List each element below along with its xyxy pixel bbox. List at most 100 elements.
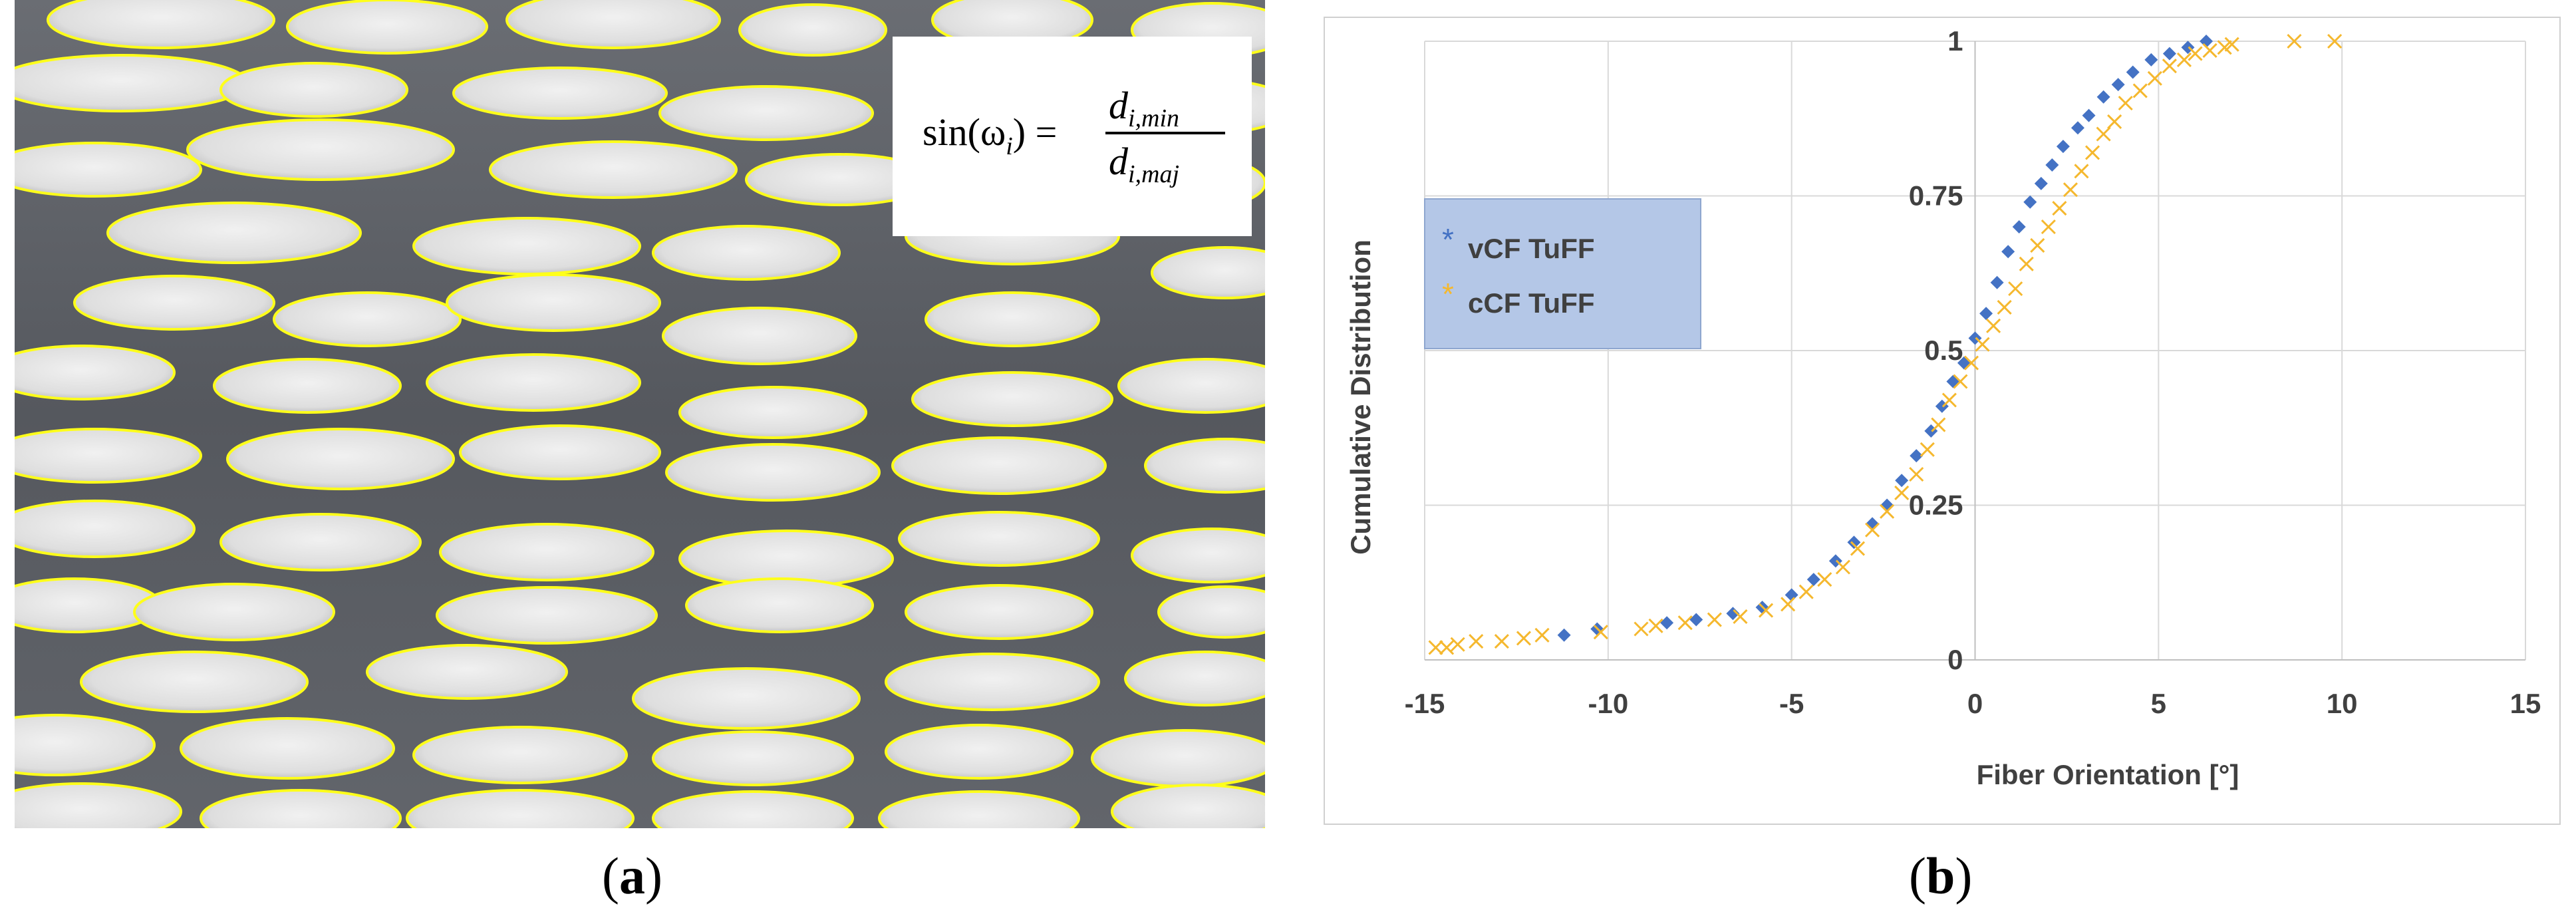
legend-marker-icon: * [1442, 222, 1454, 257]
data-point [1894, 485, 1910, 500]
data-point [2327, 33, 2343, 49]
data-point [2111, 78, 2125, 92]
fiber-ellipse [678, 386, 867, 439]
data-point [1516, 631, 1532, 646]
data-point [1494, 634, 1509, 649]
fiber-ellipse [15, 345, 176, 400]
formula-lhs-close: ) = [1013, 110, 1058, 154]
data-point [2034, 176, 2048, 190]
data-point [2162, 47, 2176, 61]
fiber-ellipse [366, 644, 568, 700]
fiber-ellipse [1111, 784, 1265, 828]
fiber-ellipse [652, 730, 854, 786]
legend-label: vCF TuFF [1468, 233, 1595, 264]
fiber-ellipse [632, 667, 861, 730]
fiber-ellipse [15, 782, 182, 828]
fiber-ellipse [489, 140, 738, 199]
fiber-ellipse [658, 85, 874, 141]
legend-item: * vCF TuFF [1442, 222, 1594, 264]
fiber-ellipse [1144, 438, 1265, 494]
data-point [2202, 43, 2218, 59]
data-point [2012, 220, 2026, 233]
fiber-ellipse [186, 118, 455, 181]
data-point [1986, 318, 2001, 333]
formula-numerator-sub: i,min [1128, 104, 1179, 132]
fiber-ellipse [1131, 528, 1265, 583]
fiber-ellipse [1151, 246, 1265, 299]
data-point [1758, 603, 1774, 618]
data-point [2118, 95, 2133, 111]
data-point [2023, 195, 2037, 209]
svg-text:sin(ωi) =: sin(ωi) = [923, 110, 1057, 160]
series-ccf-tuff [1428, 33, 2343, 655]
data-point [1866, 517, 1880, 531]
data-point [1557, 628, 1571, 642]
fiber-ellipse [439, 523, 654, 581]
legend-label: cCF TuFF [1468, 287, 1595, 319]
fiber-ellipse [226, 428, 455, 490]
data-point [2176, 52, 2192, 67]
data-point [1469, 634, 1484, 649]
fiber-ellipse [80, 651, 309, 713]
fiber-ellipse [1157, 585, 1265, 639]
data-point [1997, 299, 2012, 315]
data-point [2147, 71, 2162, 86]
micrograph-panel: sin(ωi) = di,min di,maj [15, 0, 1265, 828]
data-point [1634, 621, 1649, 637]
svg-text:di,maj: di,maj [1109, 140, 1179, 188]
y-tick-label: 0 [1947, 644, 1963, 675]
fiber-ellipse [15, 142, 202, 198]
data-point [1726, 607, 1740, 621]
y-tick-label: 1 [1947, 25, 1963, 57]
data-point [1677, 615, 1693, 631]
data-point [1689, 613, 1703, 627]
data-point [2082, 108, 2096, 122]
x-axis-label: Fiber Orientation [°] [1977, 759, 2239, 790]
y-axis-label: Cumulative Distribution [1345, 239, 1376, 555]
fiber-ellipse [652, 790, 854, 828]
data-point [1979, 307, 1993, 321]
data-point [2217, 40, 2232, 55]
data-point [1895, 474, 1909, 488]
x-tick-label: 15 [2510, 688, 2541, 719]
fiber-ellipse [1117, 358, 1265, 414]
data-point [2224, 37, 2239, 52]
x-tick-label: 0 [1967, 688, 1983, 719]
data-point [1975, 337, 1990, 352]
data-point [1428, 640, 1443, 655]
x-tick-label: 5 [2151, 688, 2166, 719]
data-point [2287, 33, 2302, 49]
data-point [1968, 331, 1982, 345]
fiber-ellipse [898, 511, 1100, 567]
svg-text:di,min: di,min [1109, 84, 1179, 132]
data-point [1880, 504, 1895, 519]
fiber-ellipse [15, 500, 196, 558]
fiber-ellipse [459, 424, 661, 480]
data-point [1534, 627, 1550, 643]
data-point [1910, 449, 1924, 463]
formula-denominator: d [1109, 140, 1129, 183]
fiber-ellipse [452, 67, 668, 120]
data-point [1953, 374, 1968, 389]
data-point [1924, 424, 1938, 438]
x-tick-label: -10 [1588, 688, 1628, 719]
fiber-ellipse [15, 714, 156, 776]
data-point [2056, 140, 2070, 154]
data-point [1660, 616, 1674, 630]
data-point [1707, 612, 1722, 627]
data-point [1941, 392, 1957, 408]
data-point [1935, 399, 1949, 413]
data-point [2107, 114, 2122, 129]
data-point [1450, 637, 1465, 652]
fiber-ellipse [106, 202, 362, 264]
fiber-ellipse [219, 513, 422, 571]
y-tick-label: 0.5 [1924, 335, 1963, 366]
data-point [1920, 442, 1935, 457]
x-tick-label: 10 [2327, 688, 2358, 719]
fiber-ellipse [905, 584, 1093, 640]
data-point [2096, 126, 2111, 142]
legend-marker-icon: * [1442, 277, 1454, 311]
fiber-ellipse [652, 225, 841, 281]
data-point [2071, 121, 2084, 135]
data-point [2162, 59, 2177, 74]
